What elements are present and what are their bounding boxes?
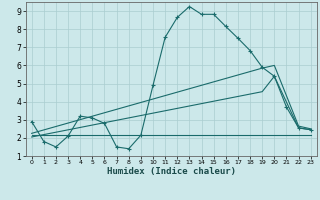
X-axis label: Humidex (Indice chaleur): Humidex (Indice chaleur) [107,167,236,176]
